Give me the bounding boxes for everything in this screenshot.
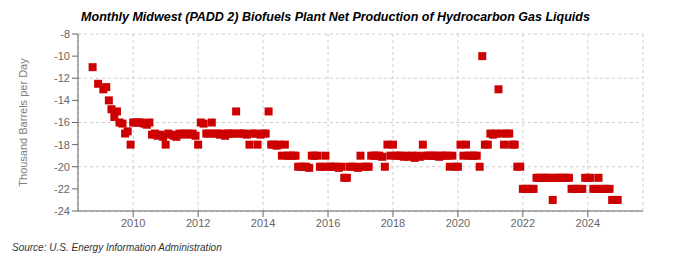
svg-text:Thousand Barrels per Day: Thousand Barrels per Day: [17, 58, 29, 187]
svg-text:-16: -16: [54, 116, 70, 128]
svg-text:-12: -12: [54, 72, 70, 84]
svg-text:2010: 2010: [121, 217, 145, 229]
svg-text:2016: 2016: [316, 217, 340, 229]
html-text:Source: U.S. Energy Informatio: Source: U.S. Energy Information Administ…: [12, 242, 222, 253]
svg-text:2022: 2022: [511, 217, 535, 229]
svg-text:2012: 2012: [186, 217, 210, 229]
svg-text:2024: 2024: [576, 217, 600, 229]
svg-text:2014: 2014: [251, 217, 275, 229]
svg-text:2018: 2018: [381, 217, 405, 229]
svg-text:-22: -22: [54, 183, 70, 195]
svg-text:-20: -20: [54, 161, 70, 173]
svg-text:-10: -10: [54, 50, 70, 62]
svg-text:-8: -8: [60, 28, 70, 40]
svg-text:-14: -14: [54, 94, 70, 106]
svg-text:2020: 2020: [446, 217, 470, 229]
svg-text:-24: -24: [54, 205, 70, 217]
svg-text:-18: -18: [54, 139, 70, 151]
html-text:Monthly Midwest (PADD 2) Biofu: Monthly Midwest (PADD 2) Biofuels Plant …: [81, 10, 590, 24]
